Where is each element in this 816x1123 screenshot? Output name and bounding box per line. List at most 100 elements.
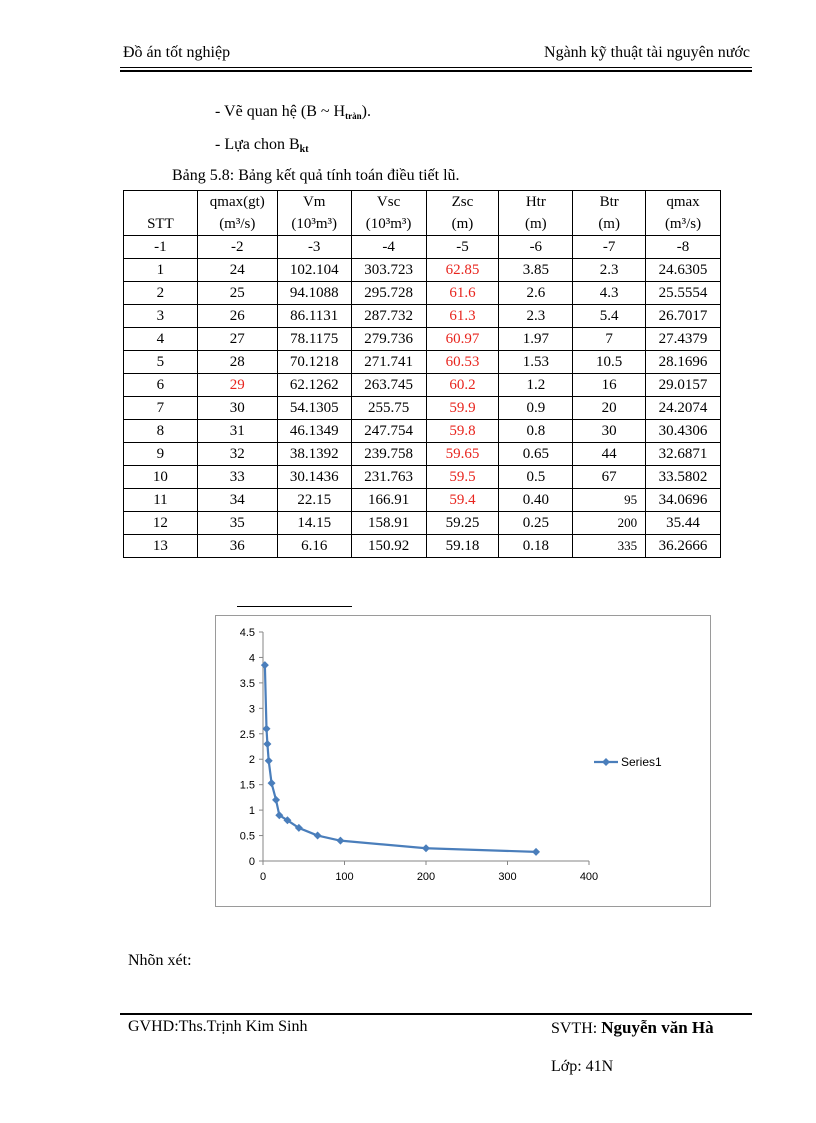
y-tick-label: 3.5: [240, 678, 255, 690]
table-row: 7 30 54.1305 255.75 59.9 0.9 20 24.2074: [123, 396, 721, 420]
table-cell: (m): [498, 213, 574, 236]
table-header-row: qmax(gt) Vm Vsc Zsc Htr Btr qmax: [123, 190, 721, 213]
table-cell: 247.754: [350, 419, 427, 443]
table-cell: 3.85: [498, 258, 574, 282]
table-cell: 61.3: [425, 304, 500, 328]
table-row: 4 27 78.1175 279.736 60.97 1.97 7 27.4379: [123, 327, 721, 351]
footer-supervisor: GVHD:Ths.Trịnh Kim Sinh: [128, 1018, 308, 1035]
table-cell: 200: [572, 511, 647, 535]
table-cell: -5: [425, 235, 500, 259]
table-cell: 44: [572, 442, 647, 466]
table-cell: 35: [196, 511, 278, 535]
table-cell: -8: [645, 235, 721, 259]
footer-student-name: Nguyễn văn Hà: [601, 1018, 714, 1037]
table-cell: 59.25: [425, 511, 500, 535]
table-cell: 30: [196, 396, 278, 420]
table-cell: 62.85: [425, 258, 500, 282]
table-cell: 6.16: [276, 534, 352, 558]
table-index-row: -1 -2 -3 -4 -5 -6 -7 -8: [123, 235, 721, 259]
table-cell: 8: [123, 419, 198, 443]
x-tick-label: 200: [417, 871, 435, 883]
table-cell: 35.44: [645, 511, 721, 535]
table-cell: 1: [123, 258, 198, 282]
table-cell: 59.65: [425, 442, 500, 466]
table-cell: -3: [276, 235, 352, 259]
footer-class: Lớp: 41N: [551, 1058, 614, 1075]
chart-frame: 0 0.5 1 1.5 2 2.5 3 3.5 4 4.5 0 100 200 300 400 Series1: [215, 615, 711, 907]
table-cell: 4.3: [572, 281, 647, 305]
y-tick-label: 0: [249, 856, 255, 868]
table-cell: 5.4: [572, 304, 647, 328]
table-cell: 231.763: [350, 465, 427, 489]
data-point: [294, 823, 303, 832]
data-point: [263, 739, 272, 748]
legend-label: Series1: [621, 755, 662, 769]
table-cell: 34: [196, 488, 278, 512]
instruction-line-2: - Lựa chon Bkt: [215, 136, 309, 155]
table-row: 10 33 30.1436 231.763 59.5 0.5 67 33.5802: [123, 465, 721, 489]
table-cell: 10.5: [572, 350, 647, 374]
table-cell: 2.3: [498, 304, 574, 328]
table-cell: 239.758: [350, 442, 427, 466]
table-cell: 279.736: [350, 327, 427, 351]
table-cell: -1: [123, 235, 198, 259]
x-tick-label: 0: [260, 871, 266, 883]
table-cell: 0.65: [498, 442, 574, 466]
table-cell: 38.1392: [276, 442, 352, 466]
table-cell: 24.6305: [645, 258, 721, 282]
footer-student-label: SVTH:: [551, 1020, 602, 1037]
table-cell: 60.97: [425, 327, 500, 351]
table-cell: 24: [196, 258, 278, 282]
table-cell: 255.75: [350, 396, 427, 420]
table-cell: -4: [350, 235, 427, 259]
table-cell: 25: [196, 281, 278, 305]
table-cell: 30.4306: [645, 419, 721, 443]
table-cell: (m): [572, 213, 647, 236]
instruction-1-suffix: ).: [361, 103, 371, 120]
y-tick-label: 4.5: [240, 627, 255, 639]
table-cell: 9: [123, 442, 198, 466]
table-cell: 4: [123, 327, 198, 351]
table-cell: (m³/s): [645, 213, 721, 236]
y-tick-label: 1: [249, 805, 255, 817]
table-cell: 1.53: [498, 350, 574, 374]
x-tick-label: 100: [335, 871, 353, 883]
table-cell: 102.104: [276, 258, 352, 282]
table-cell: 166.91: [350, 488, 427, 512]
data-point: [267, 779, 276, 788]
table-cell: 14.15: [276, 511, 352, 535]
table-cell: 27.4379: [645, 327, 721, 351]
table-cell: 0.25: [498, 511, 574, 535]
x-tick-label: 400: [580, 871, 598, 883]
table-cell: 60.2: [425, 373, 500, 397]
table-cell: 0.8: [498, 419, 574, 443]
table-cell: 30: [572, 419, 647, 443]
underline-mark: [237, 606, 352, 607]
table-cell: 2.6: [498, 281, 574, 305]
table-cell: 59.18: [425, 534, 500, 558]
y-tick-label: 0.5: [240, 831, 255, 843]
table-cell: Btr: [572, 190, 647, 213]
table-cell: qmax: [645, 190, 721, 213]
table-cell: 70.1218: [276, 350, 352, 374]
instruction-2-text: - Lựa chon B: [215, 136, 300, 153]
comment-label: Nhõn xét:: [128, 952, 192, 969]
header-divider: [120, 67, 752, 68]
table-row: 3 26 86.1131 287.732 61.3 2.3 5.4 26.7017: [123, 304, 721, 328]
table-cell: 86.1131: [276, 304, 352, 328]
table-cell: 271.741: [350, 350, 427, 374]
table-cell: STT: [123, 213, 198, 236]
table-cell: qmax(gt): [196, 190, 278, 213]
table-cell: 20: [572, 396, 647, 420]
y-tick-label: 3: [249, 703, 255, 715]
instruction-1-text: - Vẽ quan hệ (B ~ H: [215, 103, 346, 120]
table-cell: 335: [572, 534, 647, 558]
table-cell: 10: [123, 465, 198, 489]
series-line: [263, 665, 537, 853]
table-cell: 36: [196, 534, 278, 558]
table-cell: 295.728: [350, 281, 427, 305]
data-point: [336, 836, 345, 845]
x-tick-label: 300: [498, 871, 516, 883]
table-row: 1 24 102.104 303.723 62.85 3.85 2.3 24.6305: [123, 258, 721, 282]
table-cell: (10³m³): [276, 213, 352, 236]
